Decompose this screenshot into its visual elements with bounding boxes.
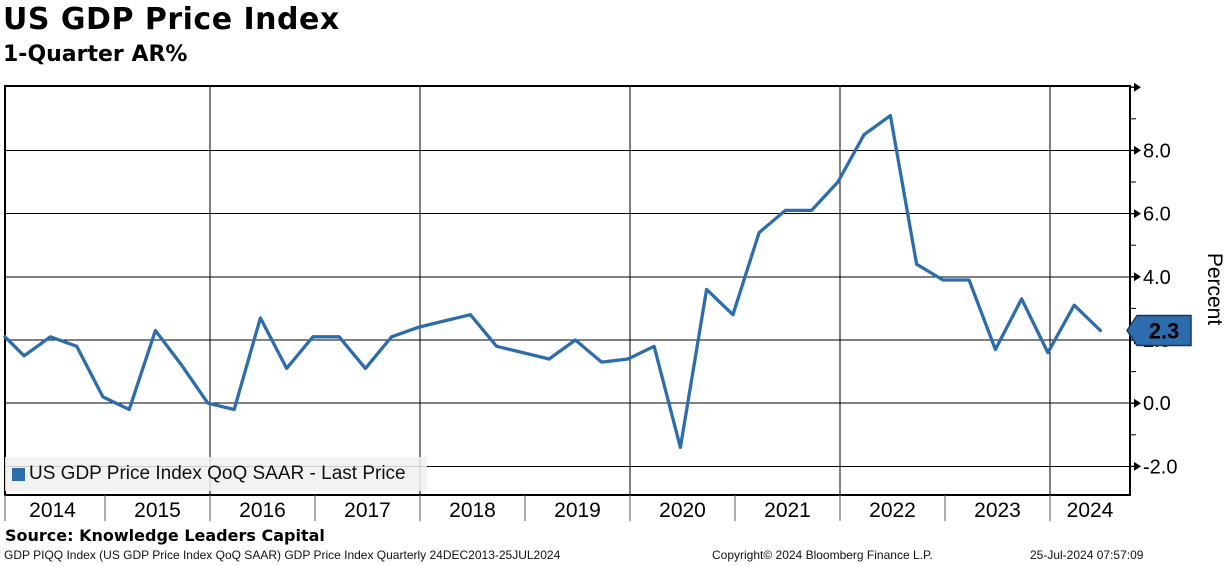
y-tick-label: 0.0 [1143,393,1171,415]
plot-border [4,85,1131,496]
chart-title: US GDP Price Index [3,2,340,37]
last-price-badge: 2.3 [1126,314,1192,347]
x-tick-label: 2022 [869,499,916,522]
footer-security-info: GDP PIQQ Index (US GDP Price Index QoQ S… [4,548,561,562]
x-tick-label: 2018 [449,499,496,522]
x-tick-label: 2021 [764,499,811,522]
legend-label: US GDP Price Index QoQ SAAR - Last Price [29,463,406,484]
y-tick-label: -2.0 [1143,456,1177,478]
y-tick-label: 8.0 [1143,140,1171,162]
y-tick-label: 4.0 [1143,267,1171,289]
last-price-value: 2.3 [1149,319,1180,344]
x-tick-label: 2020 [659,499,706,522]
vertical-gridlines [209,86,1051,495]
x-tick-label: 2019 [554,499,601,522]
y-tick-arrow-icon [1134,461,1141,471]
y-axis-title: Percent [1203,253,1224,326]
x-tick-label: 2014 [29,499,76,522]
y-tick-arrow-icon [1134,82,1141,92]
x-tick-label: 2016 [239,499,286,522]
footer-copyright: Copyright© 2024 Bloomberg Finance L.P. [712,548,933,562]
x-tick-label: 2024 [1067,499,1114,522]
last-price-badge-shape [1126,314,1192,347]
x-tick-label: 2023 [974,499,1021,522]
horizontal-gridlines [5,149,1130,467]
x-tick-label: 2015 [134,499,181,522]
y-tick-label: 6.0 [1143,204,1171,226]
source-line: Source: Knowledge Leaders Capital [5,526,325,545]
y-tick-arrow-icon [1134,398,1141,408]
y-tick-arrow-icon [1134,272,1141,282]
chart-subtitle: 1-Quarter AR% [3,42,188,67]
y-tick-arrow-icon [1134,145,1141,155]
x-tick-label: 2017 [344,499,391,522]
price-line-series [3,113,1103,450]
x-axis: 2014 2015 2016 2017 2018 2019 2020 2021 2022 2023… [4,495,1114,522]
legend-item[interactable]: US GDP Price Index QoQ SAAR - Last Price [5,457,427,491]
series-swatch-icon [12,467,25,481]
footer-timestamp: 25-Jul-2024 07:57:09 [1030,548,1144,562]
y-tick-arrow-icon [1134,209,1141,219]
